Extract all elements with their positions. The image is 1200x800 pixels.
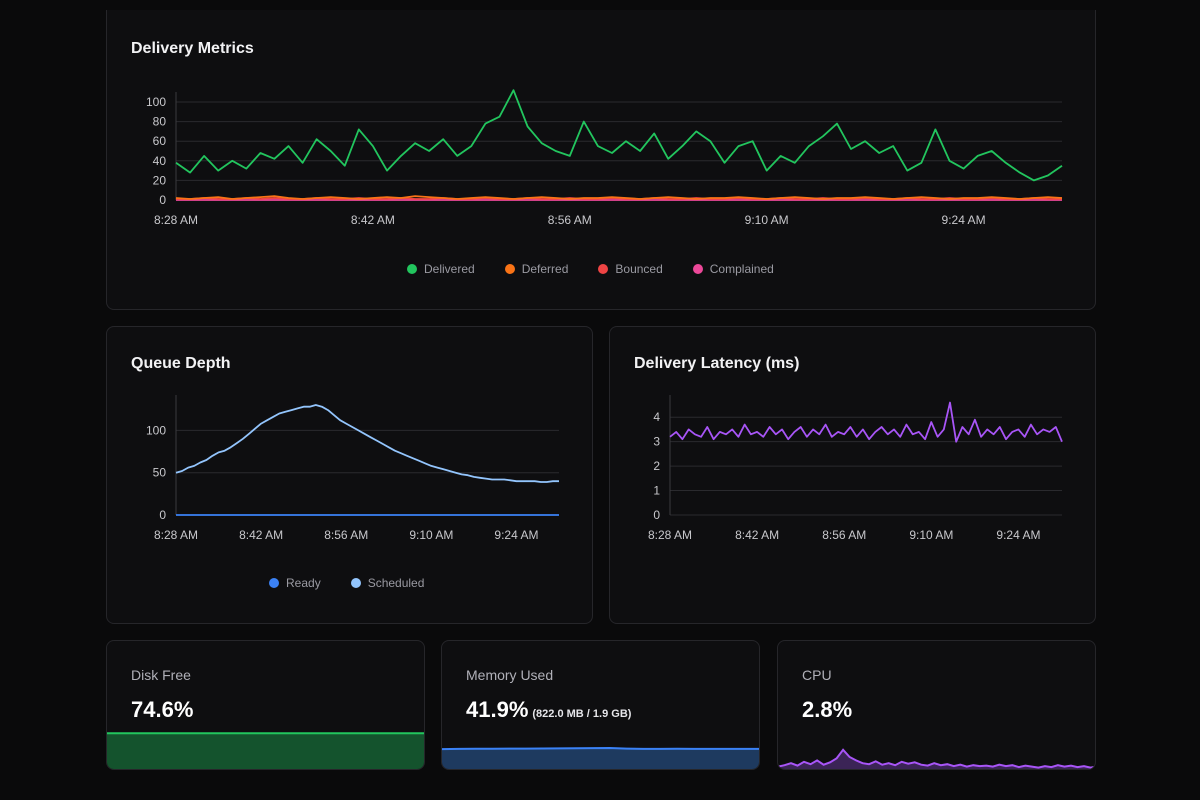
series-line-deferred bbox=[175, 195, 1063, 200]
x-tick-label: 8:42 AM bbox=[351, 213, 395, 227]
disk-free-value: 74.6% bbox=[131, 697, 194, 722]
queue-depth-chart: 0 50 100 8:28 AM 8:42 AM 8:56 AM 9:10 AM 9:24 A… bbox=[146, 395, 559, 542]
x-tick-label: 8:42 AM bbox=[735, 528, 779, 542]
y-tick-label: 50 bbox=[153, 466, 167, 480]
y-tick-label: 4 bbox=[653, 410, 660, 424]
queue-depth-legend: Ready Scheduled bbox=[269, 576, 424, 590]
disk-free-label: Disk Free bbox=[131, 667, 191, 683]
delivery-metrics-card: Delivery Metrics 0 20 40 60 80 100 8:28 AM 8:42… bbox=[106, 10, 1096, 310]
memory-used-value: 41.9% bbox=[466, 697, 529, 722]
queue-depth-title: Queue Depth bbox=[131, 355, 231, 372]
legend-dot-icon bbox=[407, 264, 417, 274]
sparkline-line bbox=[778, 748, 1095, 769]
y-tick-label: 20 bbox=[153, 173, 167, 187]
cpu-card: CPU 2.8% bbox=[777, 640, 1096, 770]
delivery-metrics-legend: Delivered Deferred Bounced Complained bbox=[407, 262, 774, 276]
x-tick-label: 8:42 AM bbox=[239, 528, 283, 542]
legend-dot-icon bbox=[598, 264, 609, 274]
legend-item-ready[interactable]: Ready bbox=[269, 576, 321, 590]
series-line-latency bbox=[669, 401, 1063, 443]
sparkline-area bbox=[778, 749, 1095, 769]
memory-used-label: Memory Used bbox=[466, 667, 554, 683]
y-tick-label: 1 bbox=[653, 484, 660, 498]
delivery-metrics-chart: 0 20 40 60 80 100 8:28 AM 8:42 AM 8:56 AM 9:10 AM… bbox=[146, 89, 1063, 227]
legend-label: Deferred bbox=[521, 262, 569, 276]
memory-used-value-row: 41.9% (822.0 MB / 1.9 GB) bbox=[466, 697, 631, 723]
legend-dot-icon bbox=[350, 578, 361, 588]
legend-item-complained[interactable]: Complained bbox=[692, 262, 774, 276]
delivery-latency-title: Delivery Latency (ms) bbox=[634, 355, 800, 372]
y-tick-label: 80 bbox=[153, 115, 167, 129]
y-tick-label: 0 bbox=[653, 508, 660, 522]
delivery-metrics-title: Delivery Metrics bbox=[131, 40, 254, 57]
y-tick-label: 0 bbox=[159, 508, 166, 522]
memory-used-detail: (822.0 MB / 1.9 GB) bbox=[532, 708, 632, 720]
memory-used-card: Memory Used 41.9% (822.0 MB / 1.9 GB) bbox=[441, 640, 760, 770]
y-tick-label: 2 bbox=[653, 459, 660, 473]
x-tick-label: 9:24 AM bbox=[494, 528, 538, 542]
series-line-bounced bbox=[176, 197, 1062, 200]
disk-free-card: Disk Free 74.6% bbox=[106, 640, 425, 770]
x-tick-label: 9:10 AM bbox=[409, 528, 453, 542]
legend-dot-icon bbox=[504, 264, 515, 274]
legend-label: Delivered bbox=[424, 262, 475, 276]
y-tick-label: 100 bbox=[146, 423, 166, 437]
x-tick-label: 8:28 AM bbox=[154, 213, 198, 227]
sparkline-area bbox=[107, 733, 424, 769]
x-tick-label: 9:24 AM bbox=[942, 213, 986, 227]
legend-label: Bounced bbox=[615, 262, 663, 276]
x-tick-label: 8:28 AM bbox=[154, 528, 198, 542]
memory-used-sparkline bbox=[442, 746, 759, 769]
sparkline-line bbox=[442, 746, 759, 751]
legend-item-bounced[interactable]: Bounced bbox=[598, 262, 663, 276]
disk-free-sparkline bbox=[107, 732, 424, 769]
y-tick-label: 40 bbox=[153, 154, 167, 168]
cpu-sparkline bbox=[778, 748, 1095, 769]
legend-item-scheduled[interactable]: Scheduled bbox=[350, 576, 425, 590]
x-tick-label: 8:56 AM bbox=[324, 528, 368, 542]
legend-label: Ready bbox=[286, 576, 321, 590]
legend-dot-icon bbox=[269, 578, 279, 588]
series-line-delivered bbox=[175, 89, 1063, 182]
y-tick-label: 100 bbox=[146, 95, 166, 109]
delivery-latency-chart: 0 1 2 3 4 8:28 AM 8:42 AM 8:56 AM 9:10 AM 9:24 AM bbox=[648, 395, 1063, 542]
x-tick-label: 8:56 AM bbox=[548, 213, 592, 227]
y-tick-label: 3 bbox=[653, 435, 660, 449]
legend-item-deferred[interactable]: Deferred bbox=[504, 262, 569, 276]
y-tick-label: 60 bbox=[153, 134, 167, 148]
y-tick-label: 0 bbox=[159, 193, 166, 207]
legend-label: Complained bbox=[709, 262, 774, 276]
x-tick-label: 8:56 AM bbox=[822, 528, 866, 542]
sparkline-area bbox=[442, 748, 759, 769]
delivery-latency-card: Delivery Latency (ms) 0 1 2 3 4 8:28 AM 8:42 A… bbox=[609, 326, 1096, 624]
x-tick-label: 9:10 AM bbox=[745, 213, 789, 227]
x-tick-label: 9:24 AM bbox=[996, 528, 1040, 542]
legend-item-delivered[interactable]: Delivered bbox=[407, 262, 475, 276]
legend-label: Scheduled bbox=[367, 576, 425, 590]
x-tick-label: 8:28 AM bbox=[648, 528, 692, 542]
x-tick-label: 9:10 AM bbox=[909, 528, 953, 542]
legend-dot-icon bbox=[692, 264, 703, 274]
cpu-label: CPU bbox=[802, 667, 832, 683]
cpu-value: 2.8% bbox=[802, 697, 853, 722]
queue-depth-card: Queue Depth 0 50 100 8:28 AM 8:42 AM 8:56 AM 9… bbox=[106, 326, 593, 624]
series-line-scheduled bbox=[175, 404, 559, 483]
